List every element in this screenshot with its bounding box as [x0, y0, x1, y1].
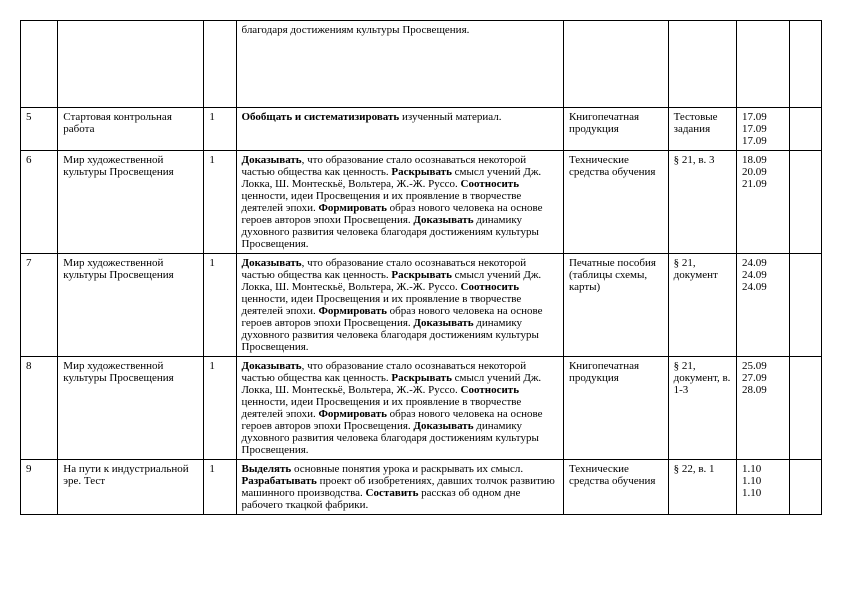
bold-verb: Доказывать [413, 420, 473, 432]
bold-verb: Формировать [318, 305, 386, 317]
resource-cell: Технические средства обучения [563, 151, 668, 254]
assignment-cell: § 21, документ, в. 1-3 [668, 357, 736, 460]
dates-cell: 25.0927.0928.09 [736, 357, 789, 460]
dates-cell: 17.0917.0917.09 [736, 108, 789, 151]
quantity-cell: 1 [204, 151, 236, 254]
quantity-cell: 1 [204, 254, 236, 357]
resource-cell [563, 21, 668, 108]
bold-verb: Доказывать [242, 257, 302, 269]
bold-verb: Доказывать [413, 214, 473, 226]
empty-cell [789, 151, 821, 254]
bold-verb: Раскрывать [391, 269, 452, 281]
row-number: 9 [21, 460, 58, 515]
table-row: благодаря достижениям культуры Просвещен… [21, 21, 822, 108]
table-row: 6Мир художественной культуры Просвещения… [21, 151, 822, 254]
bold-verb: Раскрывать [391, 166, 452, 178]
empty-cell [789, 21, 821, 108]
table-row: 7Мир художественной культуры Просвещения… [21, 254, 822, 357]
bold-verb: Формировать [318, 202, 386, 214]
row-number: 6 [21, 151, 58, 254]
topic-cell: На пути к индустриальной эре. Тест [58, 460, 204, 515]
table-row: 9На пути к индустриальной эре. Тест1Выде… [21, 460, 822, 515]
bold-verb: Доказывать [242, 360, 302, 372]
resource-cell: Печатные пособия (таблицы схемы, карты) [563, 254, 668, 357]
content-cell: Доказывать, что образование стало осозна… [236, 357, 563, 460]
resource-cell: Книгопечатная продукция [563, 357, 668, 460]
row-number: 7 [21, 254, 58, 357]
quantity-cell [204, 21, 236, 108]
row-number: 8 [21, 357, 58, 460]
empty-cell [789, 460, 821, 515]
row-number: 5 [21, 108, 58, 151]
table-row: 8Мир художественной культуры Просвещения… [21, 357, 822, 460]
content-text: основные понятия урока и раскрывать их с… [291, 463, 523, 475]
content-cell: Выделять основные понятия урока и раскры… [236, 460, 563, 515]
dates-cell [736, 21, 789, 108]
bold-verb: Выделять [242, 463, 292, 475]
row-number [21, 21, 58, 108]
bold-verb: Составить [366, 487, 419, 499]
curriculum-table: благодаря достижениям культуры Просвещен… [20, 20, 822, 515]
bold-verb: Разрабатывать [242, 475, 317, 487]
bold-verb: Раскрывать [391, 372, 452, 384]
empty-cell [789, 254, 821, 357]
content-cell: Обобщать и систематизировать изученный м… [236, 108, 563, 151]
quantity-cell: 1 [204, 460, 236, 515]
topic-cell: Мир художественной культуры Просвещения [58, 357, 204, 460]
content-cell: Доказывать, что образование стало осозна… [236, 254, 563, 357]
bold-verb: Соотносить [461, 384, 519, 396]
assignment-cell [668, 21, 736, 108]
content-cell: благодаря достижениям культуры Просвещен… [236, 21, 563, 108]
assignment-cell: Тестовые задания [668, 108, 736, 151]
topic-cell [58, 21, 204, 108]
bold-verb: Доказывать [413, 317, 473, 329]
topic-cell: Стартовая контрольная работа [58, 108, 204, 151]
bold-verb: Формировать [318, 408, 386, 420]
topic-cell: Мир художественной культуры Просвещения [58, 254, 204, 357]
bold-verb: Соотносить [461, 281, 519, 293]
topic-cell: Мир художественной культуры Просвещения [58, 151, 204, 254]
assignment-cell: § 21, в. 3 [668, 151, 736, 254]
dates-cell: 1.101.101.10 [736, 460, 789, 515]
content-cell: Доказывать, что образование стало осозна… [236, 151, 563, 254]
bold-verb: Обобщать и систематизировать [242, 111, 400, 123]
empty-cell [789, 357, 821, 460]
dates-cell: 24.0924.0924.09 [736, 254, 789, 357]
quantity-cell: 1 [204, 357, 236, 460]
resource-cell: Технические средства обучения [563, 460, 668, 515]
resource-cell: Книгопечатная продукция [563, 108, 668, 151]
content-text: благодаря достижениям культуры Просвещен… [242, 24, 470, 36]
quantity-cell: 1 [204, 108, 236, 151]
dates-cell: 18.0920.0921.09 [736, 151, 789, 254]
bold-verb: Соотносить [461, 178, 519, 190]
empty-cell [789, 108, 821, 151]
content-text: изученный материал. [399, 111, 501, 123]
table-row: 5Стартовая контрольная работа1Обобщать и… [21, 108, 822, 151]
assignment-cell: § 22, в. 1 [668, 460, 736, 515]
bold-verb: Доказывать [242, 154, 302, 166]
assignment-cell: § 21, документ [668, 254, 736, 357]
